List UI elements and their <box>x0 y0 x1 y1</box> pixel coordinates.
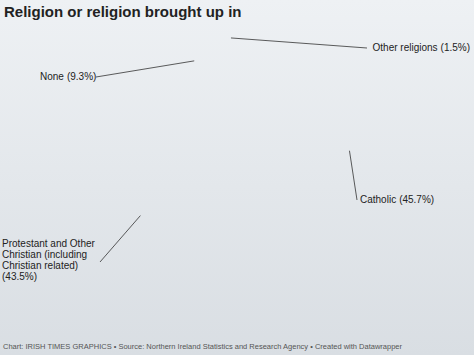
title: Religion or religion brought up in <box>4 3 241 20</box>
slice <box>237 28 375 299</box>
data-label: None(9.3%) <box>40 71 96 82</box>
label-category: Catholic <box>360 194 396 205</box>
label-value: (43.5%) <box>2 271 37 282</box>
label-value: (9.3%) <box>67 71 96 82</box>
data-label: Protestant and OtherChristian (including… <box>2 238 96 282</box>
chart: Religion or religion brought up in Cathol… <box>0 0 474 355</box>
leader-line <box>349 151 357 200</box>
slice <box>150 29 233 135</box>
label-category: Christian (including <box>2 249 87 260</box>
label-value: (1.5%) <box>441 42 470 53</box>
leader-line <box>231 38 367 48</box>
label-value: (45.7%) <box>399 194 434 205</box>
slice <box>224 28 237 126</box>
slice <box>99 59 274 304</box>
label-category: None <box>40 71 64 82</box>
leader-line <box>96 61 194 77</box>
leader-line <box>100 216 140 262</box>
data-label: Other religions(1.5%) <box>373 42 470 53</box>
background <box>0 0 474 355</box>
label-category: Other religions <box>373 42 438 53</box>
labels: Catholic(45.7%)Protestant and OtherChris… <box>2 38 470 282</box>
label-category: Christian related) <box>2 260 78 271</box>
source: Chart: IRISH TIMES GRAPHICS • Source: No… <box>3 342 403 351</box>
data-label: Catholic(45.7%) <box>360 194 434 205</box>
label-category: Protestant and Other <box>2 238 96 249</box>
